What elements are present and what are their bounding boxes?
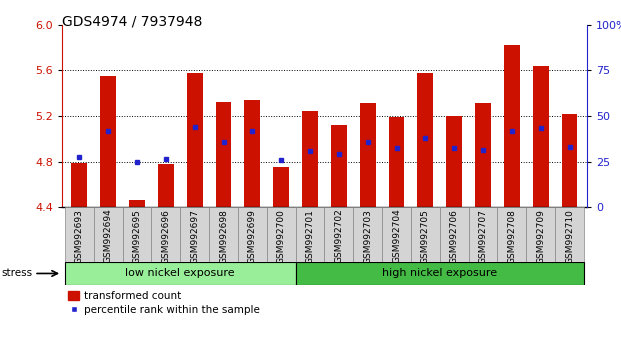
Text: GSM992698: GSM992698 bbox=[219, 209, 228, 264]
Bar bbox=[187, 73, 202, 207]
Bar bbox=[302, 112, 318, 207]
Bar bbox=[440, 207, 469, 262]
Bar bbox=[411, 207, 440, 262]
Legend: transformed count, percentile rank within the sample: transformed count, percentile rank withi… bbox=[67, 290, 261, 316]
Text: GSM992708: GSM992708 bbox=[507, 209, 517, 264]
Text: GSM992706: GSM992706 bbox=[450, 209, 459, 264]
Bar bbox=[94, 207, 122, 262]
Bar bbox=[446, 116, 462, 207]
Bar bbox=[267, 207, 296, 262]
Text: GSM992704: GSM992704 bbox=[392, 209, 401, 263]
Bar bbox=[389, 117, 404, 207]
Text: GSM992697: GSM992697 bbox=[190, 209, 199, 264]
Text: GSM992707: GSM992707 bbox=[479, 209, 487, 264]
Bar bbox=[417, 73, 433, 207]
Bar bbox=[497, 207, 526, 262]
Bar bbox=[331, 125, 347, 207]
Text: GSM992702: GSM992702 bbox=[334, 209, 343, 263]
Bar bbox=[158, 164, 174, 207]
Text: high nickel exposure: high nickel exposure bbox=[383, 268, 497, 279]
Bar bbox=[533, 66, 548, 207]
Bar bbox=[324, 207, 353, 262]
Bar bbox=[360, 103, 376, 207]
Text: GSM992703: GSM992703 bbox=[363, 209, 372, 264]
Bar bbox=[526, 207, 555, 262]
Bar bbox=[296, 207, 324, 262]
Text: low nickel exposure: low nickel exposure bbox=[125, 268, 235, 279]
Bar bbox=[382, 207, 411, 262]
Text: GSM992710: GSM992710 bbox=[565, 209, 574, 264]
Text: stress: stress bbox=[2, 268, 33, 279]
Bar bbox=[238, 207, 267, 262]
Bar bbox=[561, 114, 578, 207]
Bar bbox=[71, 162, 88, 207]
Text: GSM992709: GSM992709 bbox=[536, 209, 545, 264]
Text: GSM992701: GSM992701 bbox=[306, 209, 315, 264]
Bar bbox=[215, 102, 232, 207]
Text: GSM992696: GSM992696 bbox=[161, 209, 170, 264]
Bar bbox=[245, 100, 260, 207]
Bar bbox=[101, 76, 116, 207]
Text: GSM992700: GSM992700 bbox=[277, 209, 286, 264]
Text: GSM992694: GSM992694 bbox=[104, 209, 113, 263]
Bar bbox=[180, 207, 209, 262]
Bar bbox=[555, 207, 584, 262]
Bar bbox=[273, 167, 289, 207]
Bar bbox=[65, 207, 94, 262]
Bar bbox=[296, 262, 584, 285]
Bar bbox=[353, 207, 382, 262]
Bar bbox=[152, 207, 180, 262]
Bar bbox=[122, 207, 152, 262]
Bar bbox=[129, 200, 145, 207]
Text: GSM992693: GSM992693 bbox=[75, 209, 84, 264]
Bar bbox=[504, 45, 520, 207]
Text: GDS4974 / 7937948: GDS4974 / 7937948 bbox=[62, 14, 202, 28]
Bar bbox=[469, 207, 497, 262]
Text: GSM992699: GSM992699 bbox=[248, 209, 257, 264]
Text: GSM992695: GSM992695 bbox=[132, 209, 142, 264]
Bar bbox=[209, 207, 238, 262]
Bar bbox=[475, 103, 491, 207]
Text: GSM992705: GSM992705 bbox=[421, 209, 430, 264]
Bar bbox=[65, 262, 296, 285]
